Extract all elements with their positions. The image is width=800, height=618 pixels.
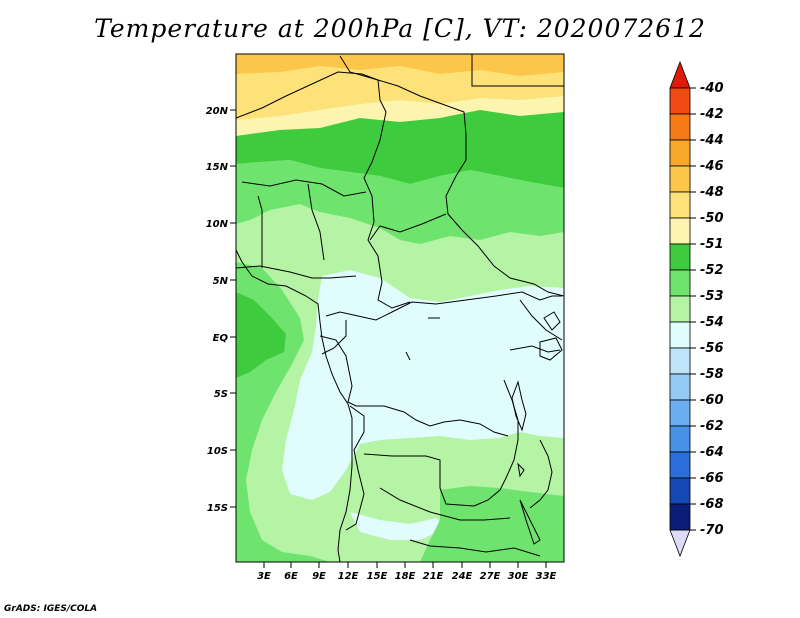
colorbar-label: -60: [700, 393, 724, 408]
lon-label: 24E: [452, 571, 473, 582]
colorbar-segment: [669, 347, 691, 375]
colorbar-label: -68: [700, 497, 724, 512]
colorbar-label: -50: [700, 211, 724, 226]
colorbar-segment: [669, 139, 691, 167]
lon-label: 12E: [338, 571, 359, 582]
lon-label: 33E: [536, 571, 557, 582]
colorbar-label: -62: [700, 419, 724, 434]
colorbar-top-arrow: [669, 60, 691, 89]
colorbar-label: -70: [700, 523, 724, 538]
latitude-axis: 20N 15N 10N 5N EQ 5S 10S 15S: [206, 106, 236, 514]
field-band-m52: [236, 110, 564, 188]
field-band-m53: [236, 160, 564, 244]
lat-label: 15N: [206, 162, 229, 173]
lat-label: 10N: [206, 219, 229, 230]
colorbar: -40 -42 -44 -46 -48 -50 -51 -52 -53 -54 -56 -58 -60 -…: [669, 60, 724, 558]
colorbar-segment: [669, 217, 691, 245]
colorbar-label: -56: [700, 341, 724, 356]
colorbar-label: -53: [700, 289, 724, 304]
field-band-m56-south: [350, 512, 446, 540]
colorbar-label: -46: [700, 159, 724, 174]
lat-label: 5S: [214, 389, 228, 400]
lon-label: 30E: [508, 571, 529, 582]
colorbar-segment: [669, 425, 691, 453]
colorbar-label: -48: [700, 185, 724, 200]
chart-title: Temperature at 200hPa [C], VT: 202007261…: [94, 14, 706, 43]
lon-label: 18E: [395, 571, 416, 582]
colorbar-label: -42: [700, 107, 724, 122]
colorbar-label: -40: [700, 81, 724, 96]
lon-label: 21E: [423, 571, 444, 582]
lon-label: 9E: [312, 571, 326, 582]
colorbar-bottom-arrow: [669, 529, 691, 558]
colorbar-segment: [669, 191, 691, 219]
grads-credit: GrADS: IGES/COLA: [4, 604, 98, 614]
lat-label: 15S: [207, 503, 228, 514]
colorbar-segment: [669, 399, 691, 427]
colorbar-label: -66: [700, 471, 724, 486]
colorbar-segment: [669, 321, 691, 349]
lon-label: 15E: [367, 571, 388, 582]
map-frame: [235, 53, 565, 563]
lakes: [405, 311, 561, 545]
colorbar-segment: [669, 503, 691, 531]
colorbar-label: -52: [700, 263, 724, 278]
colorbar-segment: [669, 243, 691, 271]
temperature-field: [236, 54, 564, 562]
field-band-m48: [236, 54, 564, 76]
colorbar-label: -44: [700, 133, 724, 148]
colorbar-segment: [669, 87, 691, 115]
colorbar-label: -54: [700, 315, 724, 330]
colorbar-label: -51: [700, 237, 724, 252]
colorbar-segment: [669, 373, 691, 401]
lon-label: 6E: [284, 571, 298, 582]
colorbar-segment: [669, 451, 691, 479]
lon-label: 27E: [480, 571, 501, 582]
colorbar-segment: [669, 269, 691, 297]
longitude-axis: 3E 6E 9E 12E 15E 18E 21E 24E 27E 30E 33E: [257, 562, 557, 582]
colorbar-segment: [669, 165, 691, 193]
lat-label: EQ: [213, 333, 229, 344]
field-band-m52-west: [236, 292, 286, 378]
coastline: [236, 249, 353, 562]
lat-label: 10S: [207, 446, 228, 457]
lat-label: 5N: [213, 276, 229, 287]
field-band-m51: [236, 96, 564, 136]
colorbar-segment: [669, 295, 691, 323]
lat-label: 20N: [206, 106, 229, 117]
lon-label: 3E: [257, 571, 271, 582]
colorbar-segment: [669, 477, 691, 505]
colorbar-segment: [669, 113, 691, 141]
lake-victoria: [539, 337, 563, 361]
colorbar-label: -64: [700, 445, 724, 460]
colorbar-label: -58: [700, 367, 724, 382]
